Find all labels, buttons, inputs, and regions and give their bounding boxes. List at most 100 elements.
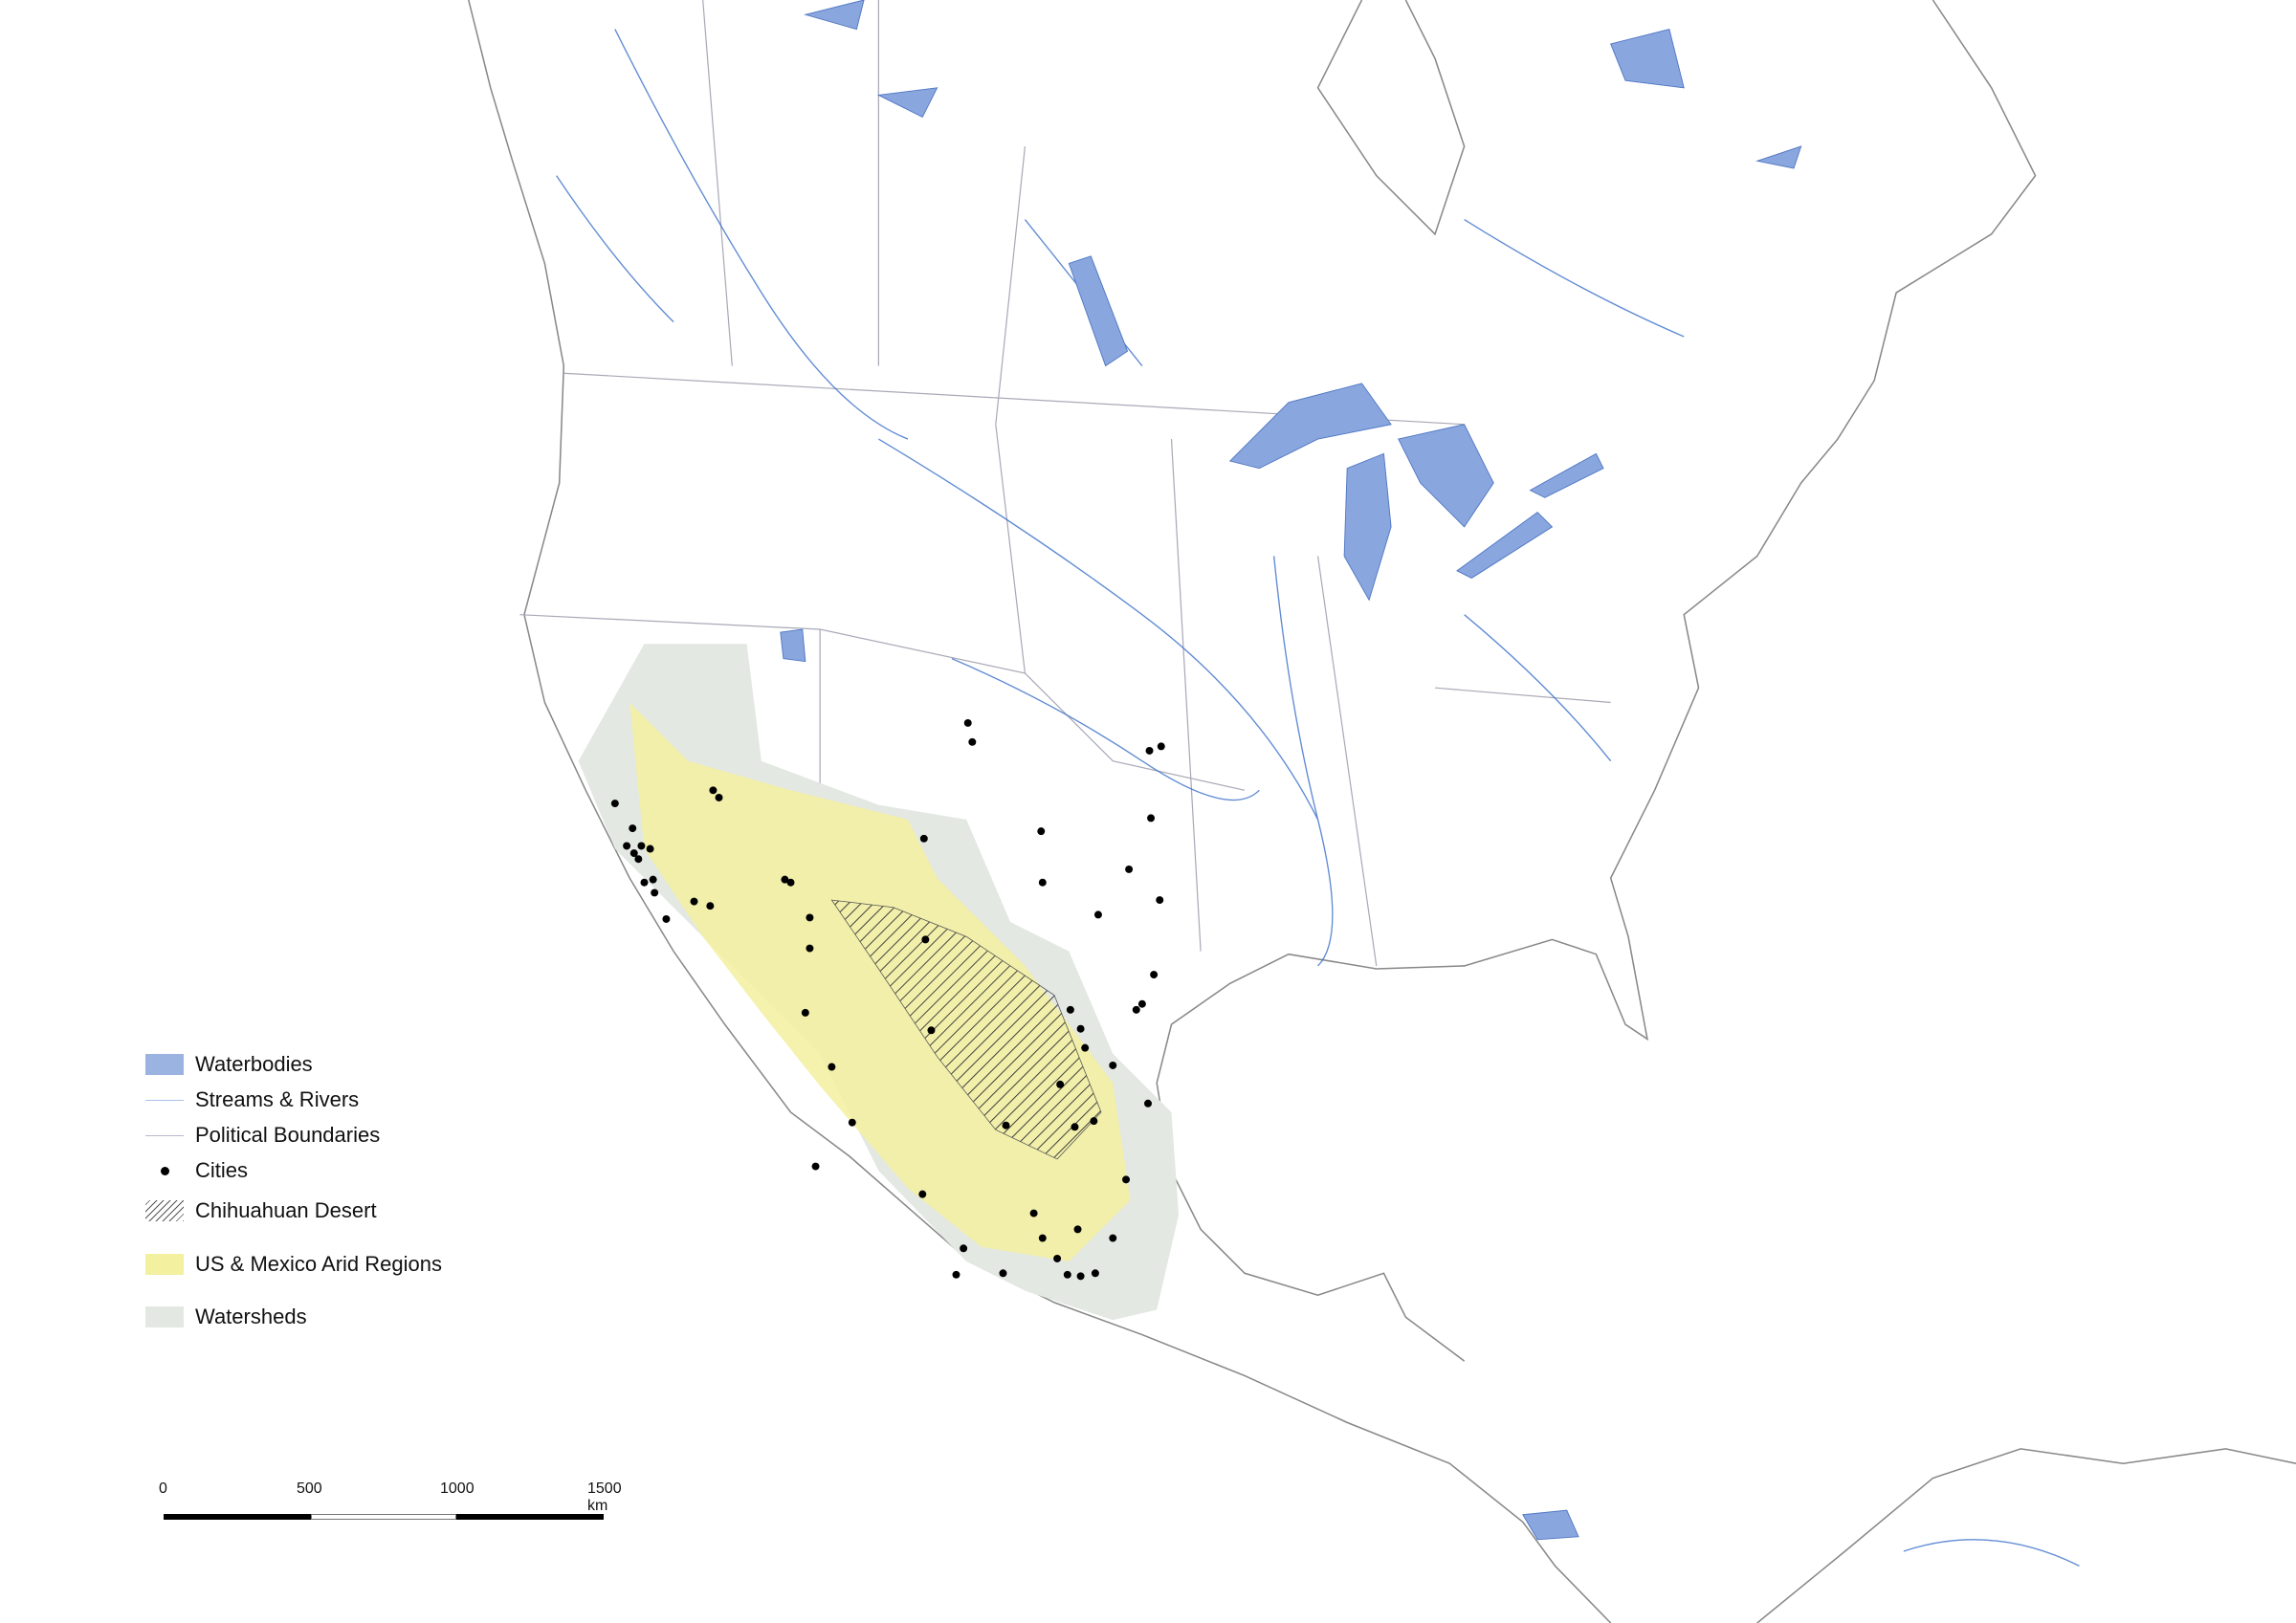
city-marker	[786, 878, 795, 887]
city-marker	[629, 849, 638, 858]
lake-michigan	[1343, 452, 1392, 602]
city-marker	[1073, 1225, 1082, 1234]
city-marker	[1056, 1080, 1065, 1088]
legend-item-chihuahuan: Chihuahuan Desert	[145, 1196, 377, 1225]
city-marker	[1144, 1099, 1152, 1108]
lake-superior	[1228, 383, 1392, 470]
scale-segment	[456, 1514, 604, 1520]
city-marker	[662, 914, 671, 923]
lake-ontario	[1529, 452, 1604, 498]
scale-tick: 1500 km	[587, 1480, 622, 1514]
city-marker	[1109, 1234, 1117, 1242]
city-marker	[629, 824, 637, 833]
city-marker	[1071, 1123, 1079, 1131]
city-marker	[828, 1063, 836, 1071]
city-marker	[927, 1026, 936, 1035]
city-marker	[968, 737, 977, 746]
city-marker	[960, 1244, 968, 1253]
city-marker	[1076, 1024, 1085, 1033]
legend-item-boundaries: Political Boundaries	[145, 1121, 380, 1150]
waterbodies	[780, 0, 1802, 1541]
city-marker	[651, 888, 659, 897]
legend-item-cities: Cities	[145, 1156, 248, 1185]
legend-item-arid: US & Mexico Arid Regions	[145, 1250, 442, 1279]
legend-item-waterbodies: Waterbodies	[145, 1050, 313, 1079]
city-marker	[801, 1008, 809, 1017]
scale-tick: 0	[159, 1480, 167, 1497]
scale-segment	[164, 1514, 311, 1520]
city-marker	[640, 878, 649, 887]
city-marker	[1091, 1269, 1099, 1278]
city-marker	[623, 842, 631, 850]
city-marker	[919, 834, 928, 843]
hatch-swatch	[145, 1200, 184, 1221]
legend-label: Political Boundaries	[195, 1123, 381, 1147]
legend-label: Chihuahuan Desert	[195, 1198, 377, 1222]
city-marker	[1156, 896, 1164, 905]
city-marker	[1037, 827, 1046, 836]
city-marker	[1063, 1270, 1071, 1279]
legend-label: US & Mexico Arid Regions	[195, 1252, 442, 1276]
scale-bar: 0 500 1000 1500 km	[153, 1480, 631, 1528]
city-marker	[1147, 814, 1156, 822]
city-marker	[1038, 1234, 1047, 1242]
legend-label: Watersheds	[195, 1305, 307, 1328]
city-marker	[1081, 1043, 1090, 1052]
scale-tick: 1000	[440, 1480, 475, 1497]
city-marker	[921, 935, 930, 944]
city-marker	[1125, 865, 1134, 873]
city-marker	[999, 1269, 1007, 1278]
chihuahuan-desert	[830, 899, 1102, 1160]
legend-label: Cities	[195, 1158, 249, 1182]
city-marker	[1002, 1121, 1010, 1130]
city-marker	[918, 1190, 927, 1198]
streams-line-symbol	[145, 1099, 184, 1101]
lake-nicaragua	[1522, 1509, 1579, 1541]
city-marker	[781, 875, 789, 884]
city-marker	[1145, 747, 1154, 755]
city-marker	[1090, 1117, 1098, 1126]
city-marker	[1157, 742, 1165, 751]
city-marker	[637, 842, 646, 850]
city-marker	[634, 855, 643, 864]
boundaries-line-symbol	[145, 1134, 184, 1136]
cities-layer	[610, 718, 1165, 1281]
city-marker	[709, 786, 718, 795]
city-marker	[806, 944, 814, 953]
city-marker	[1076, 1272, 1085, 1281]
city-marker	[1038, 878, 1047, 887]
city-marker	[1053, 1254, 1062, 1262]
arid-swatch	[145, 1254, 184, 1275]
city-marker	[848, 1118, 856, 1127]
legend-item-watersheds: Watersheds	[145, 1303, 307, 1331]
scale-segment	[311, 1514, 456, 1520]
city-marker	[811, 1162, 820, 1171]
city-marker	[690, 897, 698, 906]
legend-label: Streams & Rivers	[195, 1087, 360, 1111]
city-marker	[1109, 1062, 1117, 1069]
city-marker	[1132, 1005, 1140, 1014]
city-marker	[646, 844, 654, 853]
coastline	[468, 0, 2296, 1623]
city-marker	[649, 875, 657, 884]
lake-huron	[1398, 424, 1494, 528]
city-marker	[963, 718, 972, 727]
watersheds-swatch	[145, 1306, 184, 1327]
city-marker	[1137, 999, 1146, 1008]
lake-erie	[1456, 511, 1554, 579]
great-salt-lake	[780, 628, 806, 663]
scale-tick: 500	[297, 1480, 322, 1497]
city-marker	[1122, 1175, 1131, 1184]
waterbodies-swatch	[145, 1054, 184, 1075]
legend-item-streams: Streams & Rivers	[145, 1086, 359, 1114]
city-marker	[806, 913, 814, 922]
city-dot-icon	[145, 1160, 184, 1181]
city-marker	[715, 793, 723, 801]
city-marker	[1150, 971, 1159, 979]
lake-winnipeg	[1068, 255, 1129, 367]
city-marker	[1029, 1209, 1038, 1217]
city-marker	[610, 800, 619, 808]
city-marker	[1066, 1005, 1074, 1014]
city-marker	[706, 902, 715, 910]
